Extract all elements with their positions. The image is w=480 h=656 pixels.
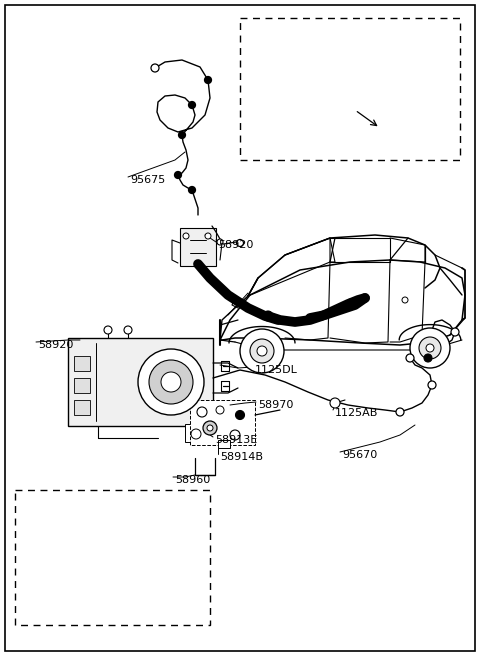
Text: 58920: 58920 xyxy=(90,522,125,532)
Bar xyxy=(190,400,255,445)
Circle shape xyxy=(406,354,414,362)
Circle shape xyxy=(205,233,211,239)
Circle shape xyxy=(216,406,224,414)
Circle shape xyxy=(129,561,161,593)
Text: (W/O ABS): (W/O ABS) xyxy=(252,33,325,46)
Text: 95675: 95675 xyxy=(130,175,165,185)
Bar xyxy=(68,338,213,426)
Text: 58920: 58920 xyxy=(38,340,73,350)
Circle shape xyxy=(257,346,267,356)
Text: REF.60-710: REF.60-710 xyxy=(365,135,427,145)
Circle shape xyxy=(138,349,204,415)
Circle shape xyxy=(149,360,193,404)
Text: 58970: 58970 xyxy=(258,400,293,410)
Circle shape xyxy=(263,311,273,321)
Circle shape xyxy=(237,239,243,247)
Circle shape xyxy=(240,329,284,373)
Bar xyxy=(180,228,216,266)
Circle shape xyxy=(207,425,213,431)
Text: 1125DL: 1125DL xyxy=(255,365,298,375)
Bar xyxy=(185,424,207,442)
Circle shape xyxy=(104,326,112,334)
Circle shape xyxy=(396,408,404,416)
Bar xyxy=(15,490,210,625)
Circle shape xyxy=(428,381,436,389)
Circle shape xyxy=(161,372,181,392)
Bar xyxy=(32,545,180,610)
Text: 58920: 58920 xyxy=(218,240,253,250)
Text: 58913E: 58913E xyxy=(215,435,257,445)
Circle shape xyxy=(124,326,132,334)
Bar xyxy=(74,378,90,393)
Circle shape xyxy=(183,233,189,239)
Circle shape xyxy=(189,102,195,108)
Bar xyxy=(74,400,90,415)
Bar xyxy=(36,557,48,571)
Circle shape xyxy=(426,344,434,352)
Circle shape xyxy=(419,337,441,359)
Text: (W/FTCS): (W/FTCS) xyxy=(28,505,94,518)
Circle shape xyxy=(402,297,408,303)
Text: 1076AM: 1076AM xyxy=(252,50,303,63)
Circle shape xyxy=(217,239,223,245)
Bar xyxy=(158,607,176,619)
Circle shape xyxy=(410,328,450,368)
Circle shape xyxy=(197,407,207,417)
Circle shape xyxy=(179,131,185,138)
Circle shape xyxy=(203,421,217,435)
Circle shape xyxy=(250,339,274,363)
Circle shape xyxy=(151,64,159,72)
Circle shape xyxy=(347,299,353,305)
Text: 58960: 58960 xyxy=(175,475,210,485)
Circle shape xyxy=(268,80,276,88)
Circle shape xyxy=(230,430,240,440)
Circle shape xyxy=(138,570,152,584)
Text: 1125AB: 1125AB xyxy=(335,408,378,418)
Text: 58914B: 58914B xyxy=(220,452,263,462)
Circle shape xyxy=(204,77,212,83)
Circle shape xyxy=(175,171,181,178)
Circle shape xyxy=(424,354,432,362)
Circle shape xyxy=(451,328,459,336)
Circle shape xyxy=(236,411,244,419)
Circle shape xyxy=(189,186,195,194)
Bar xyxy=(218,440,230,448)
Bar xyxy=(240,18,460,160)
Bar xyxy=(74,356,90,371)
Circle shape xyxy=(330,398,340,408)
Text: 95670: 95670 xyxy=(342,450,377,460)
Bar xyxy=(36,579,48,593)
Circle shape xyxy=(120,552,170,602)
Circle shape xyxy=(191,429,201,439)
